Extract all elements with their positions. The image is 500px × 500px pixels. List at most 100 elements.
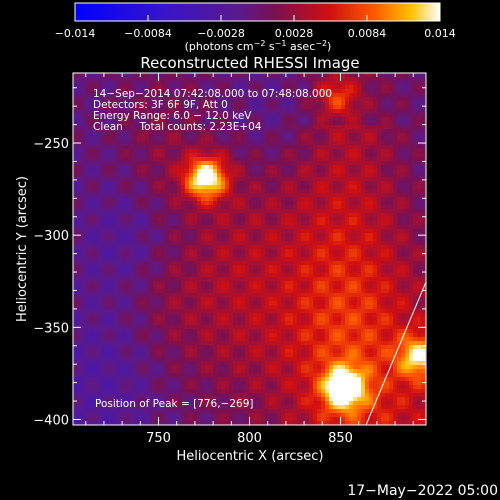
heatmap-cell: [273, 157, 278, 162]
heatmap-cell: [385, 141, 390, 146]
heatmap-cell: [421, 213, 426, 218]
heatmap-cell: [117, 225, 122, 230]
heatmap-cell: [225, 257, 230, 262]
heatmap-cell: [97, 105, 102, 110]
heatmap-cell: [125, 245, 130, 250]
heatmap-cell: [105, 209, 110, 214]
heatmap-cell: [173, 253, 178, 258]
heatmap-cell: [225, 81, 230, 86]
heatmap-cell: [373, 133, 378, 138]
heatmap-cell: [145, 197, 150, 202]
heatmap-cell: [101, 225, 106, 230]
heatmap-cell: [157, 261, 162, 266]
heatmap-cell: [161, 225, 166, 230]
heatmap-cell: [261, 277, 266, 282]
heatmap-cell: [185, 125, 190, 130]
heatmap-cell: [161, 105, 166, 110]
heatmap-cell: [141, 133, 146, 138]
heatmap-cell: [389, 169, 394, 174]
heatmap-cell: [333, 245, 338, 250]
heatmap-cell: [377, 205, 382, 210]
heatmap-cell: [165, 141, 170, 146]
heatmap-cell: [329, 281, 334, 286]
heatmap-cell: [157, 285, 162, 290]
heatmap-cell: [157, 137, 162, 142]
heatmap-cell: [105, 273, 110, 278]
heatmap-cell: [305, 121, 310, 126]
heatmap-cell: [141, 153, 146, 158]
heatmap-cell: [241, 225, 246, 230]
heatmap-cell: [89, 189, 94, 194]
heatmap-cell: [281, 165, 286, 170]
heatmap-cell: [401, 181, 406, 186]
heatmap-cell: [285, 93, 290, 98]
heatmap-cell: [173, 197, 178, 202]
heatmap-cell: [329, 165, 334, 170]
heatmap-cell: [253, 189, 258, 194]
heatmap-cell: [109, 201, 114, 206]
heatmap-cell: [105, 109, 110, 114]
heatmap-cell: [105, 97, 110, 102]
heatmap-cell: [129, 273, 134, 278]
heatmap-cell: [409, 257, 414, 262]
heatmap-cell: [329, 169, 334, 174]
heatmap-cell: [329, 269, 334, 274]
heatmap-cell: [153, 149, 158, 154]
heatmap-cell: [169, 285, 174, 290]
heatmap-cell: [105, 221, 110, 226]
heatmap-cell: [141, 173, 146, 178]
heatmap-cell: [249, 181, 254, 186]
heatmap-cell: [337, 245, 342, 250]
heatmap-cell: [133, 265, 138, 270]
heatmap-cell: [261, 121, 266, 126]
heatmap-cell: [241, 165, 246, 170]
heatmap-cell: [357, 225, 362, 230]
heatmap-cell: [201, 225, 206, 230]
heatmap-cell: [257, 201, 262, 206]
heatmap-cell: [265, 289, 270, 294]
heatmap-cell: [233, 237, 238, 242]
heatmap-cell: [117, 101, 122, 106]
heatmap-cell: [133, 257, 138, 262]
heatmap-cell: [225, 293, 230, 298]
heatmap-cell: [337, 229, 342, 234]
heatmap-cell: [281, 133, 286, 138]
heatmap-cell: [225, 113, 230, 118]
heatmap-cell: [205, 173, 210, 178]
heatmap-cell: [289, 177, 294, 182]
heatmap-cell: [201, 261, 206, 266]
heatmap-cell: [381, 189, 386, 194]
heatmap-cell: [293, 81, 298, 86]
heatmap-cell: [209, 173, 214, 178]
heatmap-cell: [277, 193, 282, 198]
heatmap-cell: [89, 121, 94, 126]
heatmap-cell: [133, 97, 138, 102]
heatmap-cell: [233, 245, 238, 250]
heatmap-cell: [405, 265, 410, 270]
heatmap-cell: [221, 241, 226, 246]
heatmap-cell: [249, 125, 254, 130]
heatmap-cell: [113, 157, 118, 162]
heatmap-cell: [409, 129, 414, 134]
heatmap-cell: [249, 141, 254, 146]
heatmap-cell: [249, 221, 254, 226]
heatmap-cell: [121, 117, 126, 122]
heatmap-cell: [241, 97, 246, 102]
heatmap-cell: [77, 189, 82, 194]
heatmap-cell: [233, 153, 238, 158]
heatmap-cell: [333, 257, 338, 262]
heatmap-cell: [269, 237, 274, 242]
heatmap-cell: [261, 201, 266, 206]
heatmap-cell: [273, 97, 278, 102]
heatmap-cell: [337, 181, 342, 186]
heatmap-cell: [317, 101, 322, 106]
heatmap-cell: [125, 261, 130, 266]
heatmap-cell: [313, 101, 318, 106]
heatmap-cell: [241, 157, 246, 162]
heatmap-cell: [405, 269, 410, 274]
heatmap-cell: [369, 293, 374, 298]
heatmap-cell: [245, 265, 250, 270]
heatmap-cell: [201, 85, 206, 90]
heatmap-cell: [397, 81, 402, 86]
heatmap-cell: [417, 169, 422, 174]
